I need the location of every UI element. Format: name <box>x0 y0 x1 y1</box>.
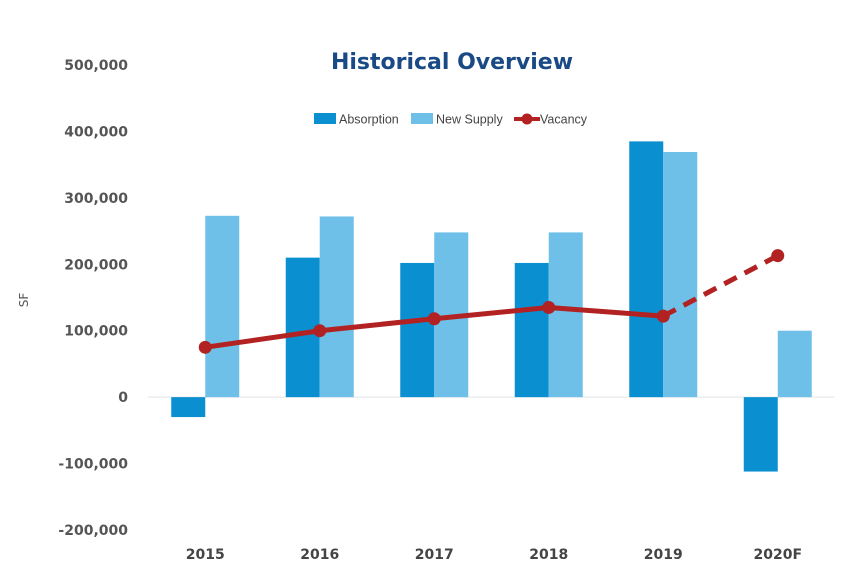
legend-swatch-marker <box>521 113 533 125</box>
bar-new-supply-2019 <box>663 152 698 398</box>
legend-label: Absorption <box>339 113 399 127</box>
bars <box>171 141 812 472</box>
bar-new-supply-2018 <box>548 232 583 398</box>
x-axis-ticks: 2015 2016 2017 2018 2019 2020F <box>186 547 802 563</box>
x-tick-label: 2019 <box>644 547 683 563</box>
y-tick-label: 300,000 <box>64 191 128 207</box>
y-tick-label: 100,000 <box>64 324 128 340</box>
y-axis-ticks: 500,000 400,000 300,000 200,000 100,000 0 -100… <box>58 58 128 539</box>
legend-item-vacancy: Vacancy <box>514 113 588 127</box>
x-tick-label: 2016 <box>300 547 339 563</box>
bar-absorption-2019 <box>629 141 664 398</box>
legend-item-new-supply: New Supply <box>411 113 503 127</box>
vacancy-point-2020f <box>771 249 785 263</box>
x-tick-label: 2017 <box>415 547 454 563</box>
legend: Absorption New Supply Vacancy <box>314 113 588 127</box>
vacancy-line <box>198 249 785 354</box>
legend-swatch <box>411 113 433 124</box>
y-tick-label: 200,000 <box>64 257 128 273</box>
y-tick-label: 0 <box>118 390 128 406</box>
y-tick-label: -100,000 <box>58 457 128 473</box>
bar-absorption-2015 <box>171 397 206 418</box>
bar-new-supply-2015 <box>205 215 240 398</box>
y-tick-label: 400,000 <box>64 124 128 140</box>
y-tick-label: 500,000 <box>64 58 128 74</box>
bar-new-supply-2016 <box>319 216 354 398</box>
legend-item-absorption: Absorption <box>314 113 399 127</box>
bar-absorption-2018 <box>514 262 549 398</box>
x-tick-label: 2015 <box>186 547 225 563</box>
legend-label: Vacancy <box>540 113 588 127</box>
vacancy-point-2019 <box>656 309 670 323</box>
bar-absorption-2020f <box>743 397 778 472</box>
y-tick-label: -200,000 <box>58 523 128 539</box>
legend-swatch <box>314 113 336 124</box>
x-tick-label: 2018 <box>529 547 568 563</box>
vacancy-point-2016 <box>313 324 327 338</box>
chart-title: Historical Overview <box>331 50 573 75</box>
vacancy-point-2018 <box>542 300 556 314</box>
bar-absorption-2017 <box>400 262 435 398</box>
vacancy-point-2015 <box>198 340 212 354</box>
bar-absorption-2016 <box>285 257 320 398</box>
bar-new-supply-2020f <box>777 330 812 398</box>
legend-label: New Supply <box>436 113 503 127</box>
y-axis-label: SF <box>17 293 31 308</box>
vacancy-point-2017 <box>427 312 441 326</box>
x-tick-label: 2020F <box>753 547 802 563</box>
